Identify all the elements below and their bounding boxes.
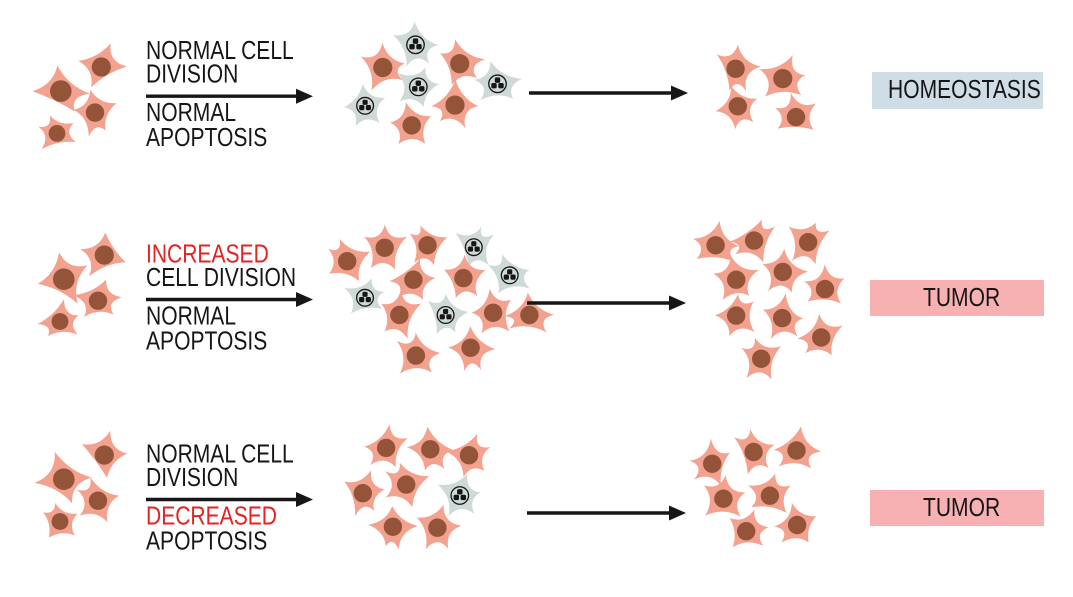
svg-text:DIVISION: DIVISION xyxy=(146,464,238,493)
svg-text:APOPTOSIS: APOPTOSIS xyxy=(146,527,267,556)
svg-text:TUMOR: TUMOR xyxy=(923,494,1000,523)
svg-text:APOPTOSIS: APOPTOSIS xyxy=(146,124,267,153)
svg-text:TUMOR: TUMOR xyxy=(923,284,1000,313)
svg-text:HOMEOSTASIS: HOMEOSTASIS xyxy=(888,76,1041,105)
svg-text:CELL DIVISION: CELL DIVISION xyxy=(146,264,296,293)
svg-text:DIVISION: DIVISION xyxy=(146,61,238,90)
svg-text:APOPTOSIS: APOPTOSIS xyxy=(146,327,267,356)
